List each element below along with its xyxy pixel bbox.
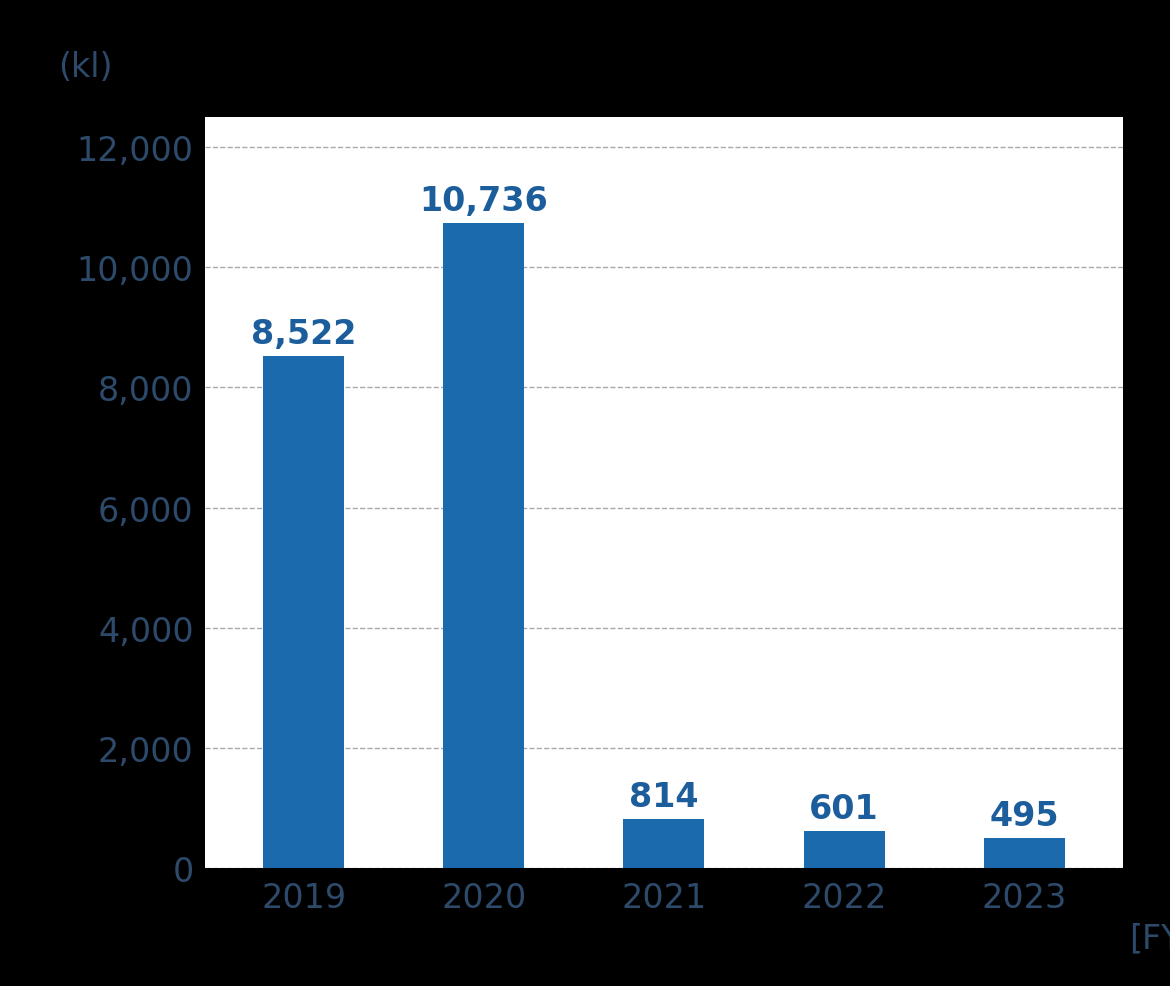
Text: 814: 814 (629, 780, 698, 812)
Text: 495: 495 (990, 799, 1059, 832)
Bar (984, 838, 1065, 868)
Text: 8,522: 8,522 (252, 317, 357, 351)
Text: (kl): (kl) (58, 51, 113, 84)
Bar (443, 224, 524, 868)
Text: 10,736: 10,736 (420, 185, 549, 218)
Text: [FY]: [FY] (1129, 922, 1170, 954)
Bar (804, 831, 885, 868)
Bar (263, 357, 344, 868)
Bar (624, 819, 704, 868)
Text: 601: 601 (810, 793, 879, 825)
